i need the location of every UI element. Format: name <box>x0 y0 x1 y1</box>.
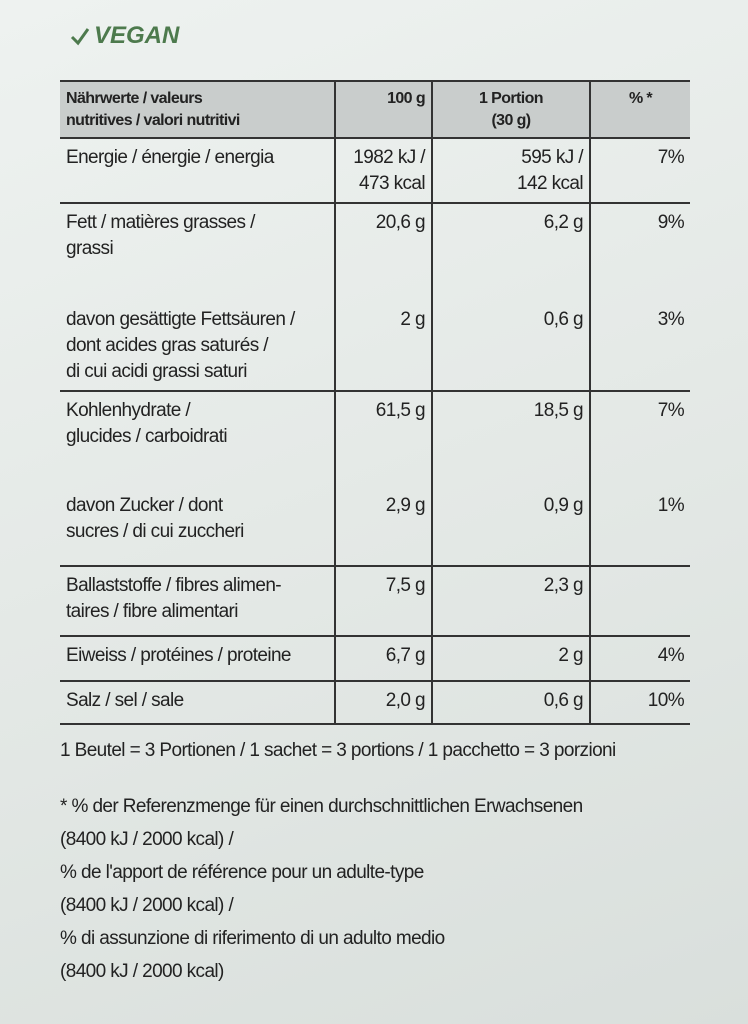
nutrient-value: 1% <box>589 478 690 567</box>
nutrient-label: Ballaststoffe / fibres alimen- taires / … <box>60 565 335 637</box>
nutrient-value: 2,9 g <box>334 478 432 567</box>
header-cell: 1 Portion (30 g) <box>431 81 590 140</box>
header-cell: 100 g <box>334 81 432 140</box>
nutrient-value: 7% <box>589 137 690 204</box>
header-cell: Nährwerte / valeurs nutritives / valori … <box>60 81 335 140</box>
header-row: Nährwerte / valeurs nutritives / valori … <box>60 81 690 140</box>
nutrient-value: 18,5 g <box>431 390 590 479</box>
portions-note: 1 Beutel = 3 Portionen / 1 sachet = 3 po… <box>60 740 616 761</box>
nutrient-row: Ballaststoffe / fibres alimen- taires / … <box>60 565 690 637</box>
nutrient-value: 0,9 g <box>431 478 590 567</box>
nutrient-value: 595 kJ / 142 kcal <box>431 137 590 204</box>
nutrient-value: 2 g <box>334 293 432 392</box>
nutrient-row: Fett / matières grasses / grassi 20,6 g 6,… <box>60 202 690 294</box>
nutrient-row: Salz / sel / sale 2,0 g 0,6 g 10% <box>60 680 690 725</box>
nutrient-value: 6,7 g <box>334 635 432 682</box>
nutrient-label: davon gesättigte Fettsäuren / dont acide… <box>66 309 295 382</box>
nutrient-value: 1982 kJ / 473 kcal <box>334 137 432 204</box>
nutrient-row: Kohlenhydrate / glucides / carboidrati 61… <box>60 390 690 479</box>
nutrient-value: 10% <box>589 680 690 725</box>
nutrient-value: 9% <box>589 202 690 294</box>
nutrient-row: davon Zucker / dont sucres / di cui zucc… <box>60 478 690 567</box>
footnote-line: % di assunzione di riferimento di un adu… <box>60 928 445 949</box>
footnote-line: % de l'apport de référence pour un adult… <box>60 862 424 883</box>
nutrient-value: 0,6 g <box>431 293 590 392</box>
nutrient-row: Energie / énergie / energia 1982 kJ / 473… <box>60 137 690 204</box>
footnote-line: * % der Referenzmenge für einen durchsch… <box>60 796 583 817</box>
nutrient-label: Eiweiss / protéines / proteine <box>60 635 335 682</box>
nutrient-value: 4% <box>589 635 690 682</box>
footnote-line: (8400 kJ / 2000 kcal) / <box>60 895 234 916</box>
nutrient-row: davon gesättigte Fettsäuren / dont acide… <box>60 293 690 392</box>
nutrient-value: 7% <box>589 390 690 479</box>
nutrient-label: davon Zucker / dont sucres / di cui zucc… <box>66 494 244 542</box>
nutrient-value: 2,3 g <box>431 565 590 637</box>
nutrient-value: 20,6 g <box>334 202 432 294</box>
nutrient-value: 61,5 g <box>334 390 432 479</box>
nutrient-label: Kohlenhydrate / glucides / carboidrati <box>60 390 335 479</box>
check-icon <box>70 28 90 46</box>
nutrient-value <box>589 565 690 637</box>
nutrient-label: Energie / énergie / energia <box>60 137 335 204</box>
nutrition-table: Nährwerte / valeurs nutritives / valori … <box>60 80 690 726</box>
footnote: * % der Referenzmenge für einen durchsch… <box>60 790 583 988</box>
footnote-line: (8400 kJ / 2000 kcal) <box>60 961 224 982</box>
nutrient-value: 2,0 g <box>334 680 432 725</box>
nutrient-value: 7,5 g <box>334 565 432 637</box>
nutrient-value: 6,2 g <box>431 202 590 294</box>
nutrient-value: 2 g <box>431 635 590 682</box>
vegan-badge: VEGAN <box>70 22 179 50</box>
nutrient-value: 3% <box>589 293 690 392</box>
nutrient-label: Fett / matières grasses / grassi <box>60 202 335 294</box>
badge-text: VEGAN <box>94 22 180 49</box>
nutrient-value: 0,6 g <box>431 680 590 725</box>
footnote-line: (8400 kJ / 2000 kcal) / <box>60 829 234 850</box>
nutrient-label: Salz / sel / sale <box>60 680 335 725</box>
header-cell: % * <box>589 81 690 140</box>
